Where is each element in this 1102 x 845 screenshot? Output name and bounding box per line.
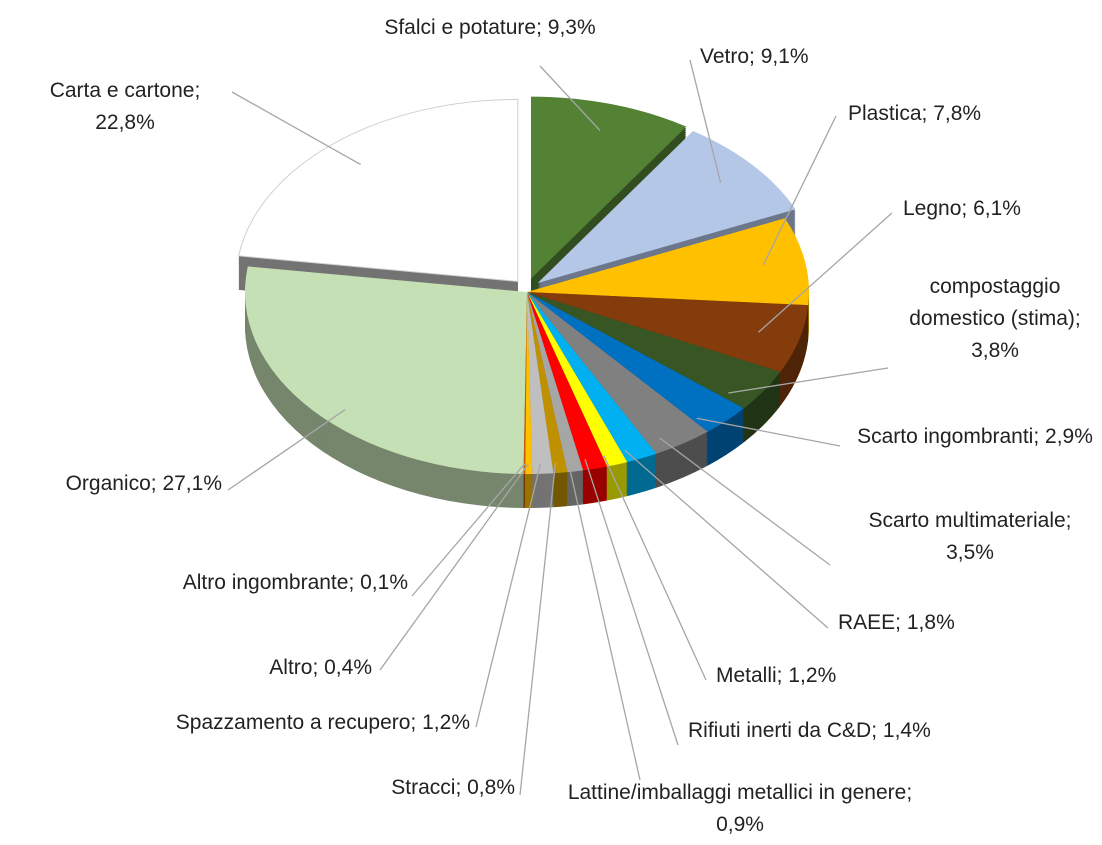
data-label: Carta e cartone; 22,8% — [25, 75, 225, 139]
data-label: compostaggio domestico (stima); 3,8% — [905, 271, 1085, 367]
value-label: 22,8% — [95, 111, 155, 134]
leader-line — [519, 462, 557, 796]
category-label: Rifiuti inerti da C&D; — [688, 719, 878, 742]
slice — [537, 131, 796, 283]
data-label: Spazzamento a recupero; 1,2% — [50, 707, 470, 739]
slice — [523, 292, 527, 474]
slice — [527, 292, 781, 409]
slice — [525, 292, 533, 474]
category-label: compostaggio domestico (stima); — [909, 275, 1081, 330]
leader-line — [567, 461, 641, 781]
data-label: Sfalci e potature; 9,3% — [380, 12, 600, 44]
category-label: Carta e cartone; — [49, 79, 201, 102]
value-label: 1,2% — [422, 711, 470, 734]
data-label: Rifiuti inerti da C&D; 1,4% — [688, 715, 1018, 747]
value-label: 1,8% — [906, 611, 955, 634]
leader-line — [584, 458, 679, 746]
leader-line — [227, 409, 346, 491]
value-label: 2,9% — [1045, 425, 1093, 448]
category-label: Altro ingombrante; — [182, 571, 355, 594]
data-label: Organico; 27,1% — [0, 468, 222, 500]
value-label: 27,1% — [162, 472, 222, 495]
leader-line — [758, 212, 893, 333]
leader-line — [475, 463, 542, 728]
value-label: 7,8% — [933, 102, 982, 125]
leader-line — [603, 455, 707, 681]
slice — [527, 292, 584, 473]
slice — [531, 96, 687, 279]
value-label: 3,5% — [946, 541, 994, 564]
category-label: Lattine/imballaggi metallici in genere; — [567, 781, 913, 804]
category-label: Legno; — [903, 197, 968, 220]
category-label: Metalli; — [716, 664, 783, 687]
leader-line — [689, 59, 722, 184]
data-label: Stracci; 0,8% — [300, 772, 515, 804]
data-label: Scarto ingombranti; 2,9% — [850, 421, 1100, 453]
leader-line — [411, 463, 526, 597]
slice — [527, 292, 744, 432]
value-label: 1,4% — [882, 719, 931, 742]
data-label: RAEE; 1,8% — [838, 607, 1038, 639]
slice — [527, 292, 554, 474]
value-label: 3,8% — [971, 339, 1019, 362]
category-label: Vetro; — [700, 45, 755, 68]
category-label: Stracci; — [391, 776, 462, 799]
slice — [527, 292, 608, 471]
leader-line — [231, 91, 362, 166]
data-label: Lattine/imballaggi metallici in genere; … — [560, 777, 920, 841]
slice — [527, 292, 568, 474]
leader-line — [696, 417, 841, 447]
category-label: Organico; — [65, 472, 157, 495]
data-label: Plastica; 7,8% — [848, 98, 1068, 130]
category-label: RAEE; — [838, 611, 902, 634]
category-label: Spazzamento a recupero; — [175, 711, 417, 734]
leader-line — [624, 449, 829, 629]
data-label: Scarto multimateriale; 3,5% — [860, 505, 1080, 569]
leader-line — [728, 367, 889, 394]
category-label: Scarto ingombranti; — [857, 425, 1040, 448]
value-label: 9,3% — [547, 16, 596, 39]
category-label: Scarto multimateriale; — [868, 509, 1072, 532]
value-label: 0,9% — [716, 813, 764, 836]
category-label: Altro; — [269, 656, 319, 679]
value-label: 0,4% — [324, 656, 372, 679]
leader-line — [659, 437, 831, 566]
value-label: 6,1% — [973, 197, 1021, 220]
slice — [527, 292, 809, 372]
slice — [245, 266, 527, 474]
slice — [238, 98, 519, 282]
value-label: 0,1% — [360, 571, 408, 594]
data-label: Altro; 0,4% — [140, 652, 372, 684]
data-label: Vetro; 9,1% — [700, 41, 900, 73]
data-label: Legno; 6,1% — [903, 193, 1102, 225]
slice — [527, 292, 657, 463]
slice — [527, 292, 708, 454]
leader-line — [762, 115, 837, 266]
value-label: 9,1% — [760, 45, 809, 68]
category-label: Sfalci e potature; — [384, 16, 542, 39]
value-label: 1,2% — [788, 664, 837, 687]
leader-line — [539, 65, 601, 131]
slice — [527, 292, 628, 467]
leader-line — [379, 463, 530, 671]
value-label: 0,8% — [467, 776, 515, 799]
data-label: Metalli; 1,2% — [716, 660, 916, 692]
category-label: Plastica; — [848, 102, 928, 125]
data-label: Altro ingombrante; 0,1% — [100, 567, 408, 599]
slice — [527, 218, 809, 306]
